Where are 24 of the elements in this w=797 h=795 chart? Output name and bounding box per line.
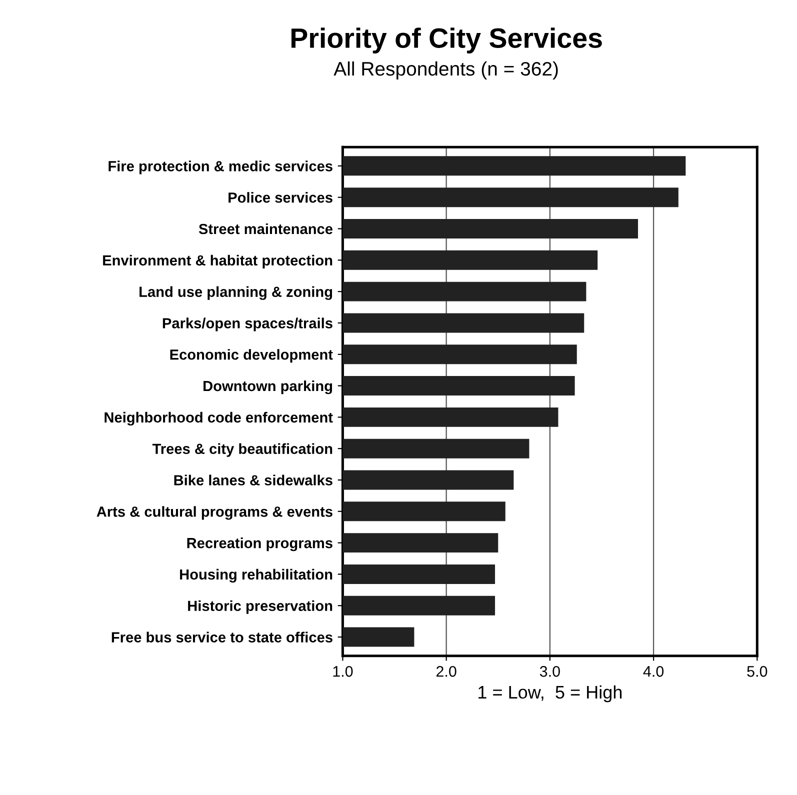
y-tick-label: Downtown parking bbox=[204, 380, 332, 394]
y-tick-label: Police services bbox=[228, 192, 332, 203]
y-tick-label: Bike lanes & sidewalks bbox=[174, 474, 332, 486]
y-tick-label: Arts & cultural programs & events bbox=[96, 506, 332, 520]
y-tick-label: Street maintenance bbox=[198, 223, 332, 234]
y-tick-label: Recreation programs bbox=[187, 538, 332, 552]
y-tick-label: Free bus service to state offices bbox=[112, 632, 332, 642]
chart-subtitle: All Respondents (n = 362) bbox=[334, 61, 558, 80]
y-tick-label: Neighborhood code enforcement bbox=[104, 412, 333, 426]
x-tick-label: 5.0 bbox=[747, 666, 768, 677]
x-axis-title: 1 = Low, 5 = High bbox=[478, 685, 622, 702]
y-tick-label: Environment & habitat protection bbox=[103, 254, 332, 268]
y-tick-label: Fire protection & medic services bbox=[108, 160, 332, 174]
chart-title: Priority of City Services bbox=[291, 28, 602, 54]
x-tick-label: 4.0 bbox=[643, 666, 664, 677]
y-tick-label: Trees & city beautification bbox=[152, 443, 332, 457]
y-tick-label: Historic preservation bbox=[188, 600, 332, 614]
x-tick-label: 2.0 bbox=[436, 666, 456, 677]
y-tick-label: Economic development bbox=[170, 349, 333, 363]
x-tick-label: 3.0 bbox=[540, 666, 560, 677]
x-tick-label: 1.0 bbox=[333, 666, 353, 677]
y-tick-label: Parks/open spaces/trails bbox=[162, 318, 332, 332]
y-tick-label: Housing rehabilitation bbox=[180, 568, 332, 583]
y-tick-label: Land use planning & zoning bbox=[140, 286, 332, 300]
